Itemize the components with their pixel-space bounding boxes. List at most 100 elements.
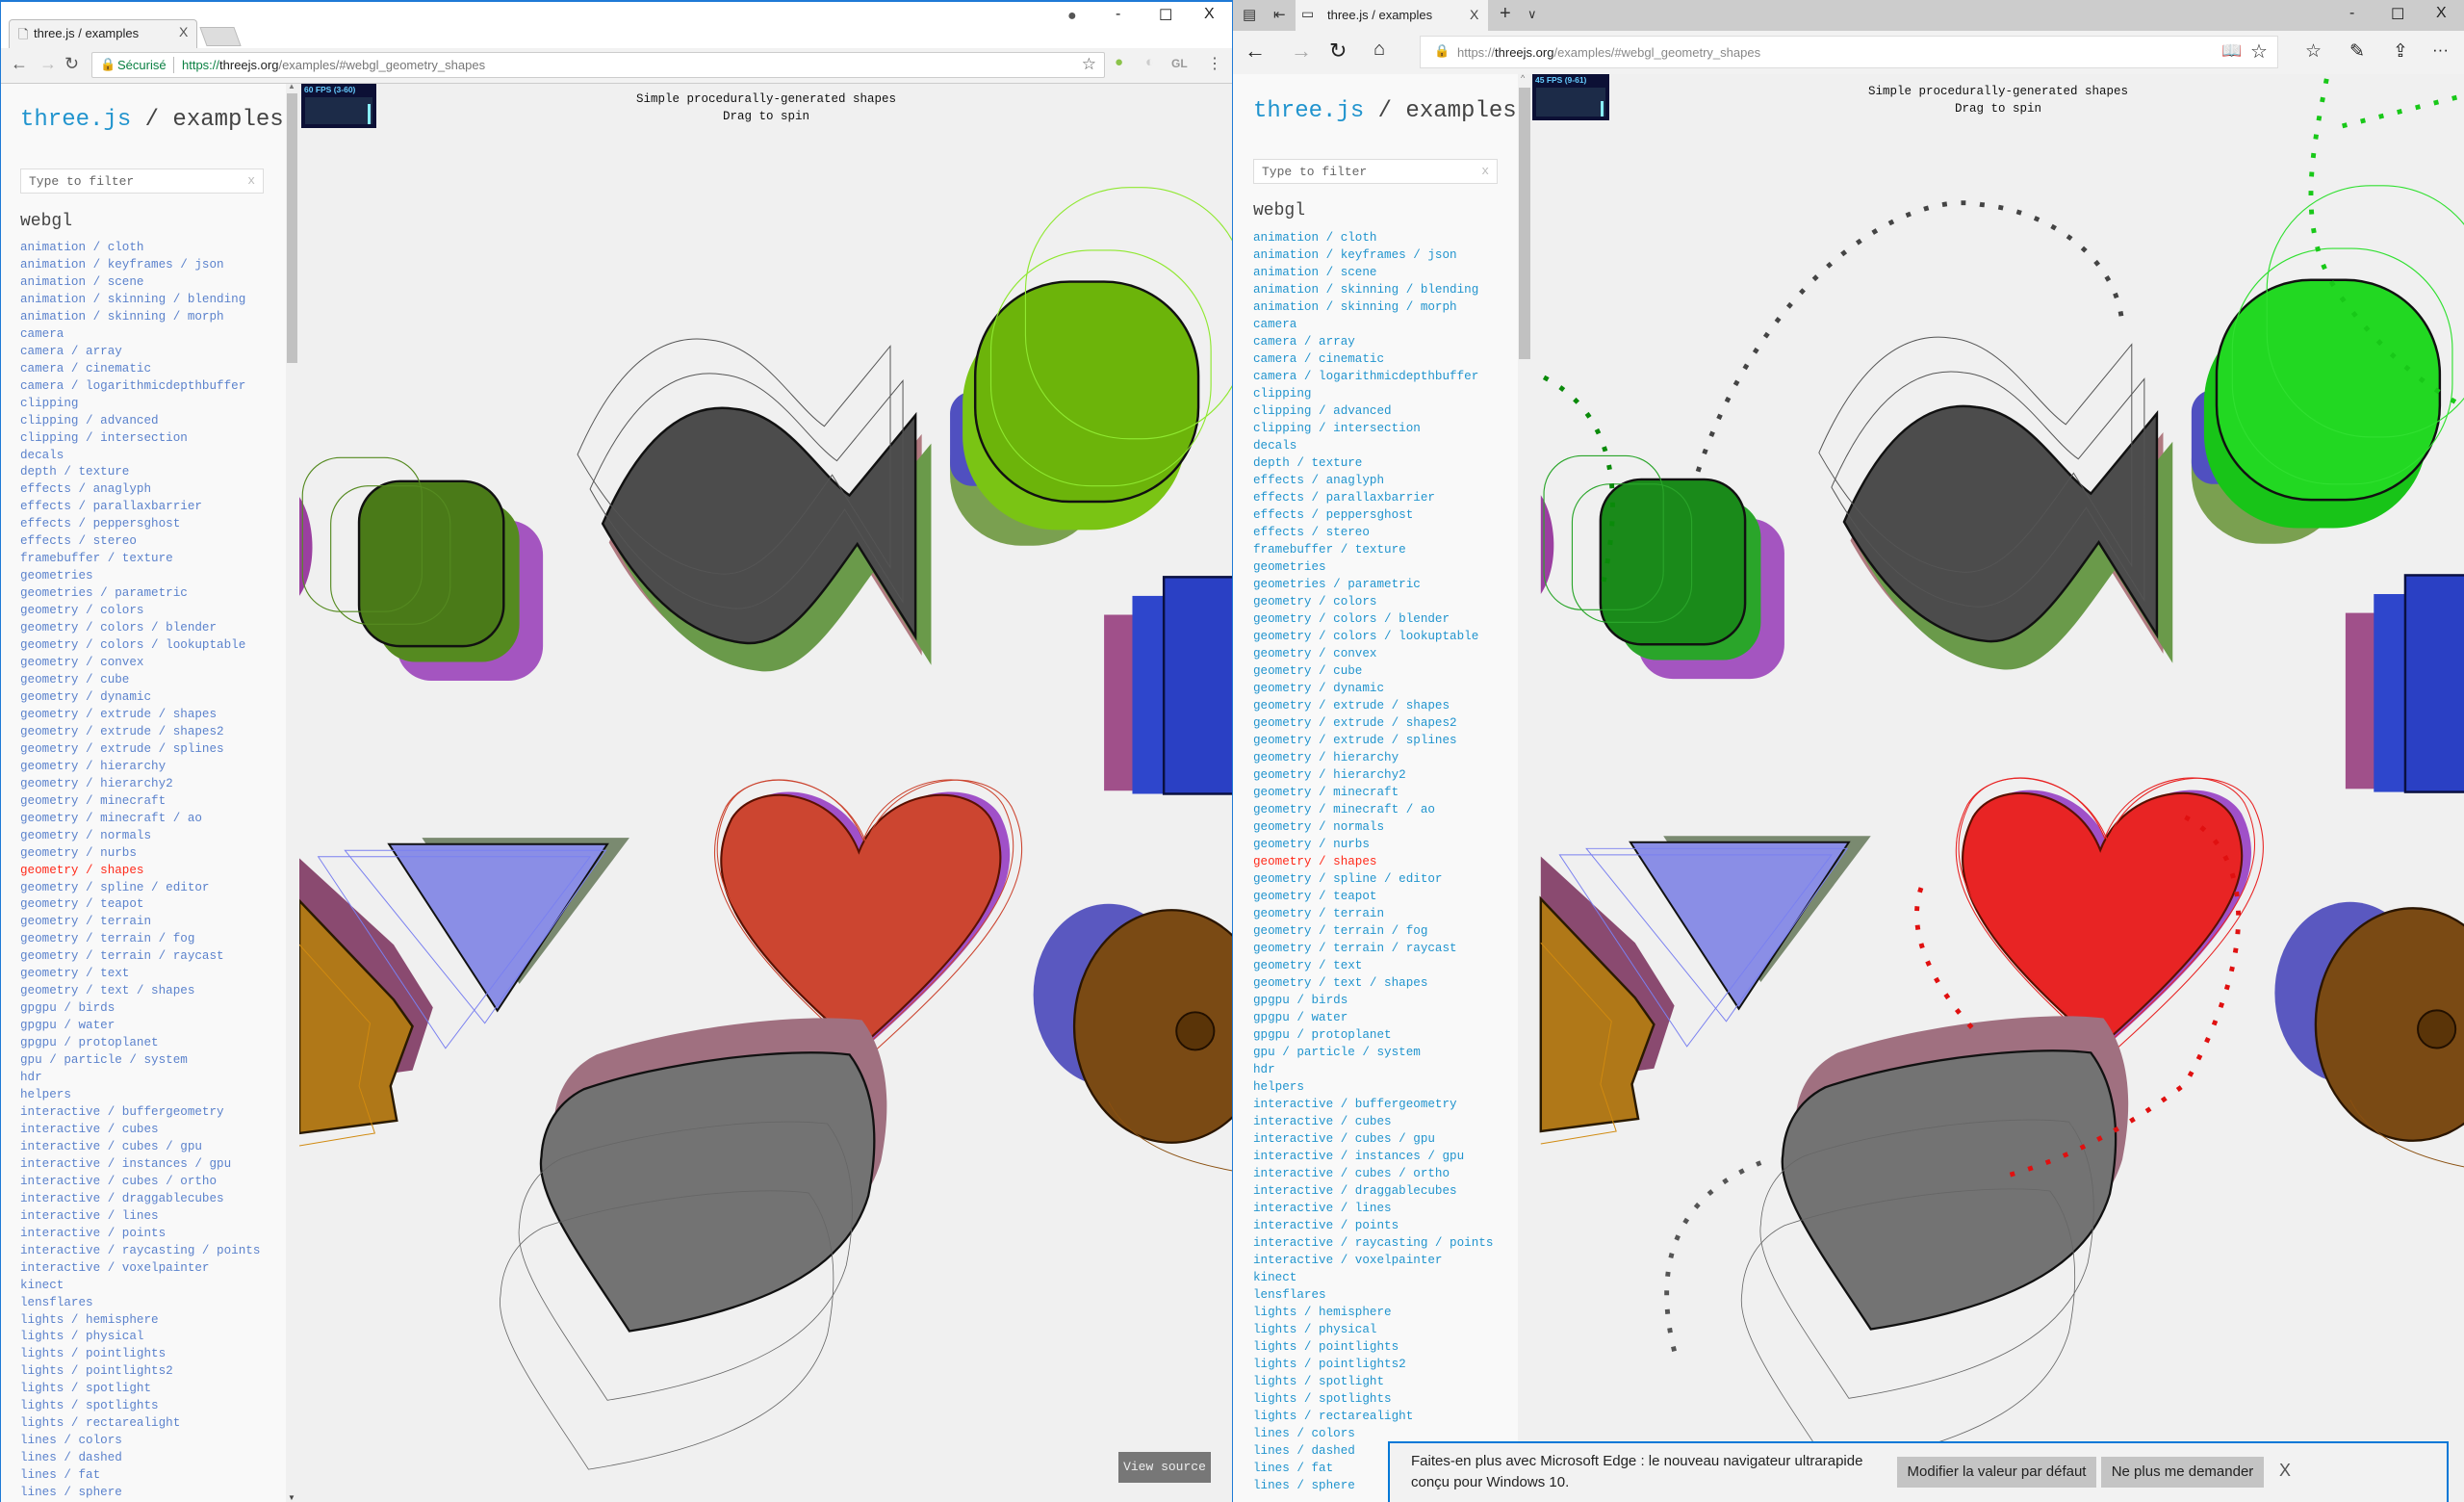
example-link[interactable]: interactive / buffergeometry <box>20 1105 224 1119</box>
brand-link[interactable]: three.js <box>1253 98 1365 124</box>
example-link[interactable]: lights / rectarealight <box>1253 1410 1414 1423</box>
example-link-selected[interactable]: geometry / shapes <box>20 863 144 877</box>
example-link[interactable]: hdr <box>1253 1063 1275 1076</box>
example-link[interactable]: lights / spotlights <box>1253 1392 1392 1406</box>
example-link[interactable]: geometry / terrain <box>20 915 152 929</box>
example-link[interactable]: geometry / teapot <box>20 897 144 912</box>
back-icon[interactable]: ← <box>1245 39 1266 63</box>
example-link[interactable]: geometry / minecraft / ao <box>1253 803 1435 816</box>
example-link[interactable]: interactive / cubes <box>1253 1115 1392 1128</box>
example-link[interactable]: depth / texture <box>1253 456 1363 470</box>
example-link[interactable]: geometry / terrain / fog <box>20 932 195 946</box>
example-link[interactable]: lines / dashed <box>1253 1444 1355 1458</box>
scrollbar-thumb[interactable] <box>1519 88 1530 359</box>
example-link[interactable]: camera / cinematic <box>20 361 152 376</box>
refresh-icon[interactable]: ↻ <box>1329 39 1348 63</box>
example-link[interactable]: geometry / normals <box>1253 820 1385 834</box>
example-link[interactable]: geometry / text <box>1253 959 1363 972</box>
example-link[interactable]: effects / stereo <box>20 534 137 549</box>
favorite-star-icon[interactable]: ☆ <box>2250 41 2268 63</box>
example-link[interactable]: geometry / cube <box>20 673 130 686</box>
maximize-button[interactable]: ☐ <box>2391 7 2405 23</box>
example-link[interactable]: lights / pointlights <box>20 1347 167 1361</box>
example-link[interactable]: effects / parallaxbarrier <box>20 500 202 514</box>
example-link[interactable]: geometry / terrain / raycast <box>20 949 224 964</box>
example-link[interactable]: geometry / hierarchy2 <box>20 776 173 790</box>
example-link[interactable]: lights / rectarealight <box>20 1416 181 1431</box>
reload-icon[interactable]: ↻ <box>64 54 80 73</box>
example-link[interactable]: geometry / nurbs <box>20 845 137 860</box>
example-link[interactable]: lines / sphere <box>20 1486 122 1500</box>
back-icon[interactable]: ← <box>11 54 28 73</box>
example-link[interactable]: decals <box>1253 439 1297 453</box>
example-link[interactable]: geometry / hierarchy2 <box>1253 768 1406 782</box>
example-link[interactable]: interactive / cubes <box>20 1122 159 1136</box>
tab-list-button[interactable]: ∨ <box>1527 7 1537 21</box>
example-link[interactable]: lights / spotlight <box>20 1382 152 1396</box>
example-link[interactable]: geometry / minecraft <box>20 793 167 808</box>
tab-threejs-examples[interactable]: ▭ three.js / examples X <box>1296 0 1488 31</box>
tab-close-button[interactable]: X <box>179 24 189 39</box>
tab-preview-icon[interactable]: ▤ <box>1243 7 1257 23</box>
example-link[interactable]: interactive / points <box>20 1226 167 1240</box>
example-link[interactable]: effects / parallaxbarrier <box>1253 491 1435 505</box>
example-link[interactable]: geometry / colors / lookuptable <box>1253 630 1479 643</box>
example-link[interactable]: lines / dashed <box>20 1451 122 1465</box>
example-link[interactable]: geometry / minecraft <box>1253 786 1399 799</box>
example-link[interactable]: clipping / intersection <box>1253 422 1421 435</box>
example-link[interactable]: geometry / dynamic <box>20 689 152 704</box>
example-link[interactable]: lines / fat <box>20 1468 101 1483</box>
example-link[interactable]: interactive / instances / gpu <box>20 1156 232 1171</box>
example-link[interactable]: effects / stereo <box>1253 526 1370 539</box>
example-link[interactable]: geometry / minecraft / ao <box>20 811 202 825</box>
example-link[interactable]: geometry / colors / blender <box>20 621 218 635</box>
example-link[interactable]: clipping / advanced <box>20 413 159 427</box>
example-link[interactable]: geometry / text <box>20 967 130 981</box>
example-link[interactable]: interactive / cubes / gpu <box>1253 1132 1435 1146</box>
example-link[interactable]: lights / pointlights <box>1253 1340 1399 1354</box>
example-link[interactable]: lines / sphere <box>1253 1479 1355 1492</box>
example-link[interactable]: animation / keyframes / json <box>1253 248 1457 262</box>
example-link[interactable]: lights / hemisphere <box>1253 1306 1392 1319</box>
more-menu-button[interactable]: ··· <box>2432 40 2449 59</box>
tab-close-button[interactable]: X <box>1470 7 1479 22</box>
scroll-down-arrow-icon[interactable]: ▼ <box>288 1493 295 1502</box>
example-link[interactable]: lines / fat <box>1253 1462 1334 1475</box>
example-link[interactable]: geometry / terrain / raycast <box>1253 942 1457 955</box>
example-link[interactable]: gpgpu / protoplanet <box>20 1036 159 1050</box>
example-link[interactable]: helpers <box>1253 1080 1304 1094</box>
filter-input[interactable]: Type to filter x <box>20 168 264 194</box>
example-link[interactable]: clipping <box>1253 387 1312 401</box>
example-link[interactable]: helpers <box>20 1088 71 1102</box>
example-link[interactable]: geometry / convex <box>20 656 144 670</box>
example-link[interactable]: geometries <box>20 569 93 583</box>
example-link[interactable]: geometry / dynamic <box>1253 682 1385 695</box>
fps-stats-panel[interactable]: 45 FPS (9-61) <box>1532 74 1609 120</box>
brand-link[interactable]: three.js <box>20 107 132 133</box>
example-link[interactable]: geometry / extrude / splines <box>20 741 224 756</box>
example-link[interactable]: animation / skinning / morph <box>1253 300 1457 314</box>
example-link[interactable]: hdr <box>20 1071 42 1085</box>
example-link[interactable]: camera / array <box>1253 335 1355 349</box>
close-window-button[interactable]: X <box>2436 5 2447 21</box>
example-link[interactable]: effects / anaglyph <box>20 482 152 497</box>
example-link[interactable]: geometries / parametric <box>20 586 188 601</box>
example-link[interactable]: lights / pointlights2 <box>1253 1358 1406 1371</box>
forward-icon[interactable]: → <box>39 54 57 73</box>
example-link[interactable]: lights / hemisphere <box>20 1312 159 1327</box>
address-bar[interactable]: 🔒 Sécurisé https://threejs.org/examples/… <box>91 52 1105 78</box>
example-link[interactable]: gpgpu / birds <box>20 1001 116 1016</box>
example-link[interactable]: kinect <box>20 1278 64 1292</box>
example-link[interactable]: gpu / particle / system <box>1253 1046 1421 1059</box>
example-link[interactable]: lights / spotlight <box>1253 1375 1385 1388</box>
view-source-button[interactable]: View source <box>1118 1452 1211 1483</box>
example-link[interactable]: camera / logarithmicdepthbuffer <box>1253 370 1479 383</box>
example-link[interactable]: gpgpu / birds <box>1253 994 1348 1007</box>
example-link[interactable]: animation / keyframes / json <box>20 257 224 272</box>
example-link[interactable]: geometry / hierarchy <box>20 759 167 773</box>
example-link[interactable]: geometry / colors <box>1253 595 1377 609</box>
example-link[interactable]: geometry / normals <box>20 828 152 842</box>
example-link[interactable]: gpu / particle / system <box>20 1053 188 1068</box>
example-link[interactable]: interactive / draggablecubes <box>20 1191 224 1205</box>
notification-close-button[interactable]: X <box>2279 1461 2292 1480</box>
